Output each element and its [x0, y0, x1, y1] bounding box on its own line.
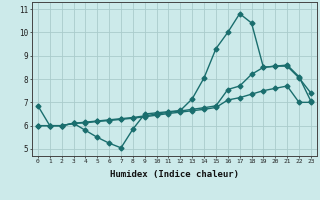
X-axis label: Humidex (Indice chaleur): Humidex (Indice chaleur) [110, 170, 239, 179]
